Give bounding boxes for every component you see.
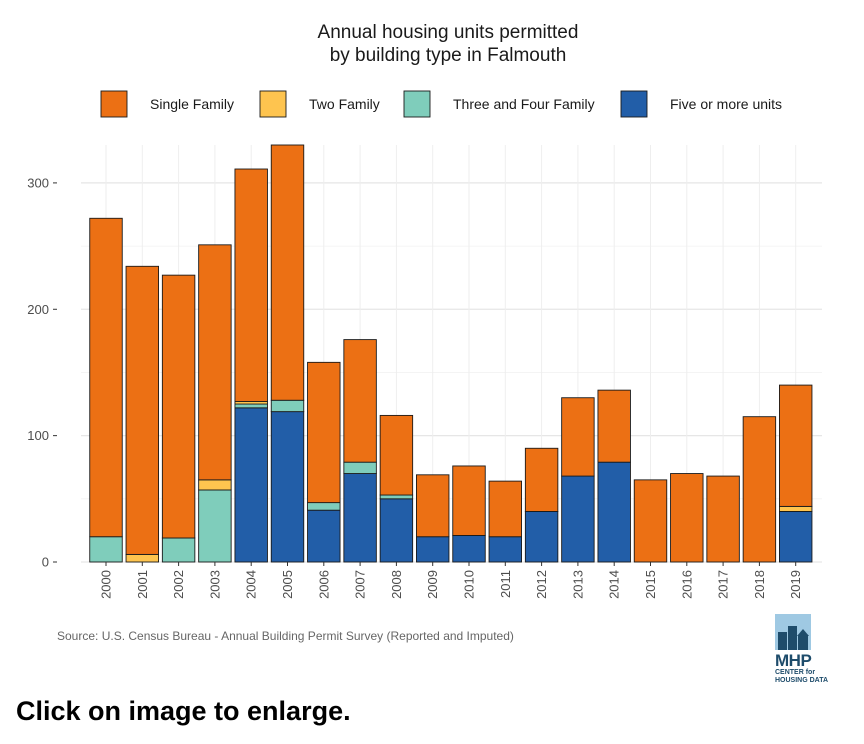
x-tick-label: 2012: [534, 570, 549, 599]
houses-logo-icon: [775, 614, 811, 650]
bar-segment: [198, 479, 232, 491]
bar-segment: [779, 384, 813, 507]
bar-segment: [706, 475, 740, 563]
legend-swatch: [403, 90, 431, 118]
bar-segment: [779, 505, 813, 512]
bar-segment: [270, 411, 305, 563]
legend-item: Two Family: [259, 90, 380, 118]
logo-wordmark: MHP: [775, 651, 812, 670]
bar-segment: [307, 502, 341, 511]
y-tick-label: 200: [27, 302, 49, 317]
bar-segment: [379, 494, 414, 500]
x-tick-label: 2008: [389, 570, 404, 599]
x-tick-label: 2011: [498, 570, 513, 598]
bar-segment: [125, 265, 160, 555]
bar-segment: [488, 536, 522, 563]
x-tick-label: 2003: [207, 570, 222, 599]
bar-segment: [488, 480, 522, 538]
bar-segment: [452, 535, 486, 563]
x-tick-label: 2000: [99, 570, 114, 599]
x-tick-label: 2014: [607, 570, 622, 599]
bar-segment: [89, 217, 123, 538]
x-tick-label: 2018: [752, 570, 767, 599]
bar-segment: [307, 509, 341, 563]
x-tick-label: 2007: [353, 570, 368, 599]
chart-title-line-1: Annual housing units permitted: [318, 22, 579, 43]
bar-segment: [524, 447, 559, 512]
bar-segment: [125, 553, 160, 563]
bar-segment: [234, 403, 268, 409]
legend-item: Three and Four Family: [403, 90, 595, 118]
bar-segment: [161, 537, 196, 563]
legend-item: Five or more units: [620, 90, 782, 118]
bar-segment: [343, 461, 377, 474]
legend-label: Single Family: [150, 96, 234, 112]
x-tick-label: 2010: [462, 570, 477, 599]
bar-segment: [670, 473, 704, 563]
bar-segment: [343, 473, 377, 563]
bar-segment: [597, 389, 631, 463]
x-tick-label: 2015: [643, 570, 658, 599]
y-tick-label: 100: [27, 428, 49, 443]
x-tick-label: 2013: [570, 570, 585, 599]
enlarge-caption: Click on image to enlarge.: [16, 696, 351, 726]
legend-swatch: [259, 90, 287, 118]
bar-segment: [343, 339, 377, 463]
bar-segment: [633, 479, 668, 563]
x-tick-label: 2009: [425, 570, 440, 599]
chart-source-note: Source: U.S. Census Bureau - Annual Buil…: [57, 629, 514, 643]
logo-subtitle-line-1: CENTER for: [775, 669, 816, 676]
bar-segment: [379, 498, 414, 563]
bar-segment: [234, 407, 268, 563]
y-tick-label: 0: [42, 555, 49, 570]
chart-bars: [89, 144, 813, 563]
chart-legend: Single Family Two Family Three and Four Fa…: [100, 90, 782, 118]
legend-swatch: [100, 90, 128, 118]
bar-segment: [270, 399, 305, 413]
bar-segment: [561, 397, 595, 477]
x-tick-label: 2001: [135, 570, 150, 599]
bar-segment: [270, 144, 305, 401]
bar-segment: [779, 511, 813, 563]
mhp-logo: MHP CENTER for HOUSING DATA: [775, 614, 829, 688]
bar-segment: [742, 416, 777, 563]
bar-segment: [524, 511, 559, 563]
bar-segment: [198, 244, 232, 481]
bar-segment: [234, 168, 268, 402]
bar-segment: [416, 536, 450, 563]
y-axis: 0 100 200 300: [27, 175, 57, 570]
logo-subtitle-line-2: HOUSING DATA: [775, 677, 829, 684]
legend-label: Three and Four Family: [453, 96, 595, 112]
bar-segment: [198, 489, 232, 563]
bar-segment: [89, 536, 123, 563]
legend-label: Two Family: [309, 96, 380, 112]
x-tick-label: 2019: [788, 570, 803, 599]
bar-segment: [452, 465, 486, 536]
legend-label: Five or more units: [670, 96, 782, 112]
x-axis: 2000 2001 2002 2003 2004 2005 2006 2007 2008 2009…: [99, 562, 803, 599]
legend-swatch: [620, 90, 648, 118]
y-tick-label: 300: [27, 175, 49, 190]
bar-segment: [379, 414, 414, 496]
bar-segment: [561, 475, 595, 563]
bar-segment: [161, 274, 196, 539]
stacked-bar-chart: Annual housing units permitted by buildi…: [27, 22, 822, 643]
x-tick-label: 2006: [316, 570, 331, 599]
x-tick-label: 2016: [679, 570, 694, 599]
x-tick-label: 2004: [244, 570, 259, 599]
x-tick-label: 2005: [280, 570, 295, 599]
x-tick-label: 2002: [171, 570, 186, 599]
x-tick-label: 2017: [716, 570, 731, 599]
legend-item: Single Family: [100, 90, 234, 118]
bar-segment: [416, 474, 450, 538]
bar-segment: [597, 461, 631, 563]
bar-segment: [307, 361, 341, 504]
chart-title-line-2: by building type in Falmouth: [330, 45, 567, 66]
